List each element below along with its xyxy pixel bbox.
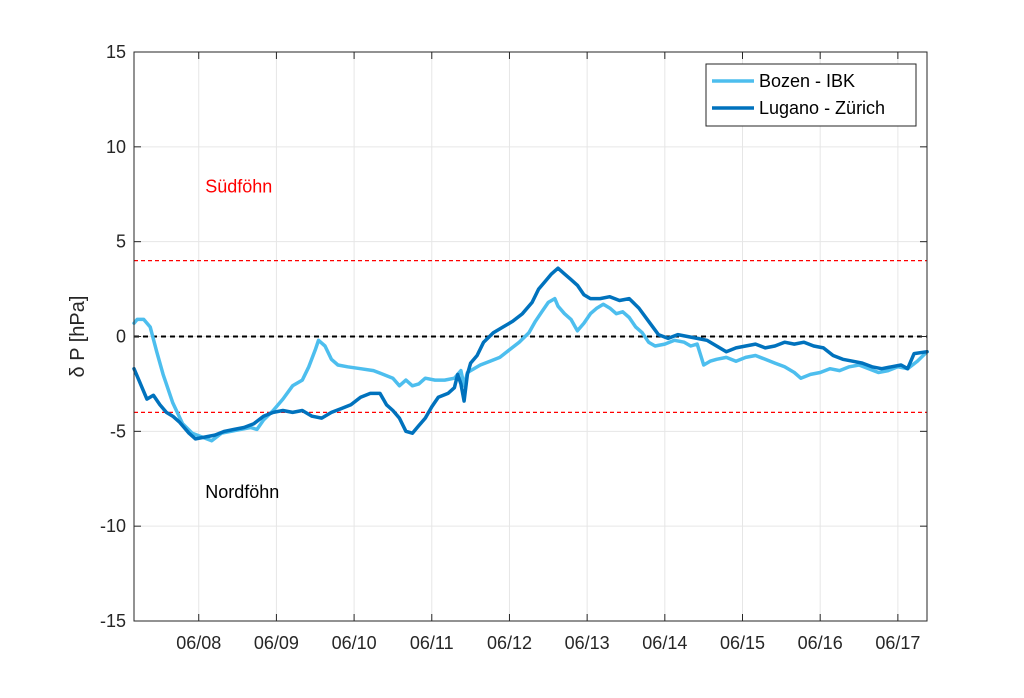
x-tick-labels: 06/08 06/09 06/10 06/11 06/12 06/13 06/14 06/15…	[176, 52, 920, 653]
x-tick-label: 06/13	[565, 633, 610, 653]
legend: Bozen - IBK Lugano - Zürich	[705, 63, 917, 127]
x-tick-label: 06/15	[720, 633, 765, 653]
x-tick-label: 06/17	[875, 633, 920, 653]
series-line-bozen-ibk	[132, 296, 929, 443]
y-tick-label: -5	[110, 421, 126, 441]
y-tick-label: -15	[100, 611, 126, 631]
x-tick-label: 06/11	[410, 633, 454, 653]
series-lines	[132, 266, 929, 443]
legend-label-bozen-ibk: Bozen - IBK	[759, 71, 855, 91]
x-tick-label: 06/09	[254, 633, 299, 653]
legend-label-lugano-zurich: Lugano - Zürich	[759, 98, 885, 118]
reference-lines	[134, 259, 927, 414]
x-tick-label: 06/14	[642, 633, 687, 653]
legend-box	[705, 63, 917, 127]
x-tick-label: 06/10	[332, 633, 377, 653]
y-tick-label: 15	[106, 42, 126, 62]
y-tick-label: 5	[116, 232, 126, 252]
annotation-nordfoehn: Nordföhn	[205, 482, 279, 502]
annotation-suedfoehn: Südföhn	[205, 177, 272, 197]
series-line-lugano-zurich	[132, 266, 929, 441]
x-tick-label: 06/08	[176, 633, 221, 653]
y-tick-labels: -15 -10 -5 0 5 10 15	[100, 42, 927, 631]
y-tick-label: -10	[100, 516, 126, 536]
annotations: Südföhn Nordföhn	[205, 177, 279, 502]
y-axis-label: δ P [hPa]	[67, 296, 89, 378]
x-tick-label: 06/16	[798, 633, 843, 653]
y-tick-label: 0	[116, 327, 126, 347]
y-tick-label: 10	[106, 137, 126, 157]
x-tick-label: 06/12	[487, 633, 532, 653]
